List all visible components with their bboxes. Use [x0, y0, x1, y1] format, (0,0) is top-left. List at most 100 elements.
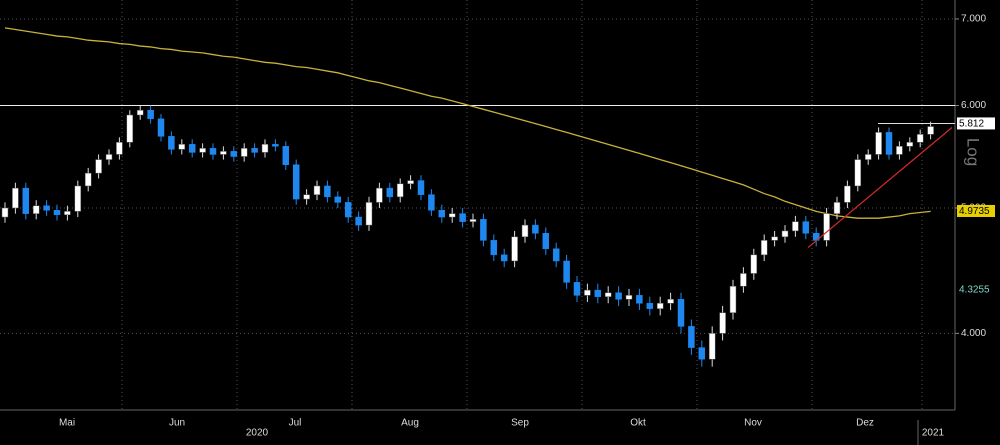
candle-body	[438, 209, 446, 218]
candle-body	[771, 236, 778, 241]
candle-body	[854, 159, 862, 187]
candle-body	[646, 303, 654, 309]
candle-body	[698, 347, 706, 360]
candle-body	[573, 282, 581, 296]
candle-body	[667, 299, 674, 304]
candle-body	[136, 110, 144, 116]
candle-body	[708, 333, 716, 360]
moving-average	[4, 27, 931, 219]
candle-body	[324, 185, 331, 198]
x-tick-label: Dez	[856, 418, 874, 429]
candle-body	[365, 202, 373, 226]
candle-body	[750, 254, 758, 274]
candle-body	[625, 295, 633, 300]
candle-body	[875, 132, 882, 155]
x-tick-label: Sep	[511, 418, 529, 429]
candle-body	[230, 151, 238, 157]
candle-body	[74, 185, 82, 212]
candle-body	[792, 221, 799, 232]
candle-body	[823, 213, 830, 241]
candle-body	[906, 142, 914, 147]
candle-body	[511, 236, 518, 262]
candle-body	[885, 132, 893, 155]
candle-body	[656, 303, 664, 309]
candle-body	[376, 187, 383, 203]
candle-body	[500, 254, 508, 262]
candle-body	[303, 194, 310, 200]
candle-body	[448, 213, 456, 218]
candle-body	[105, 154, 113, 160]
candle-body	[126, 114, 134, 143]
candle-body	[833, 202, 841, 214]
candle-body	[428, 194, 435, 211]
candle-body	[32, 205, 40, 214]
scale-label: Log	[964, 138, 983, 166]
candle-body	[469, 219, 477, 222]
candle-body	[251, 148, 258, 153]
year-label: 2020	[246, 428, 269, 439]
candle-body	[313, 185, 321, 195]
candle-body	[760, 240, 768, 256]
candle-body	[490, 240, 498, 256]
trendline	[807, 127, 953, 249]
y-tick-label: 7.000	[961, 14, 986, 25]
price-tag	[957, 283, 995, 296]
candle-body	[532, 224, 539, 234]
candle-body	[396, 183, 404, 198]
candle-body	[178, 144, 186, 150]
candle-body	[84, 172, 92, 187]
price-tag-label: 4.3255	[959, 285, 990, 296]
candle-body	[168, 136, 175, 150]
x-tick-label: Okt	[630, 418, 646, 429]
candle-body	[927, 126, 934, 135]
price-tag	[957, 204, 995, 217]
candle-body	[1, 207, 9, 218]
candle-body	[272, 144, 279, 147]
x-tick-label: Nov	[744, 418, 762, 429]
candle-body	[864, 154, 872, 160]
price-tag-label: 5.812	[959, 119, 984, 130]
candle-body	[199, 148, 206, 153]
candle-body	[740, 273, 747, 287]
candle-body	[802, 221, 810, 234]
candle-body	[116, 142, 123, 155]
candle-body	[480, 219, 487, 241]
y-tick-label: 6.000	[961, 100, 986, 111]
candle-body	[355, 216, 362, 226]
x-tick-label: Jun	[169, 418, 185, 429]
candle-body	[636, 295, 643, 304]
candle-body	[12, 187, 19, 209]
candle-body	[615, 292, 622, 300]
candle-body	[688, 326, 695, 348]
x-tick-label: Mai	[59, 418, 75, 429]
candle-body	[417, 180, 425, 195]
candle-body	[386, 187, 394, 198]
candle-body	[334, 196, 342, 203]
candle-body	[677, 299, 685, 327]
candle-body	[594, 289, 602, 297]
candle-body	[563, 260, 570, 283]
candle-body	[22, 187, 30, 214]
y-tick-label: 4.000	[961, 328, 986, 339]
price-tag	[957, 117, 995, 130]
candle-body	[916, 134, 924, 143]
candle-body	[729, 285, 737, 313]
candle-body	[604, 292, 612, 297]
candle-body	[209, 148, 217, 155]
year-label: 2021	[922, 428, 945, 439]
candle-body	[147, 110, 154, 120]
candle-body	[261, 144, 269, 153]
x-tick-label: Aug	[401, 418, 419, 429]
candle-body	[220, 151, 227, 155]
candle-body	[43, 205, 50, 211]
candle-body	[552, 248, 560, 262]
candle-body	[292, 164, 300, 200]
candle-body	[282, 146, 290, 165]
candle-body	[459, 213, 466, 222]
candle-body	[781, 230, 789, 238]
candle-body	[844, 185, 851, 203]
candle-body	[240, 148, 248, 157]
candle-body	[157, 118, 165, 137]
